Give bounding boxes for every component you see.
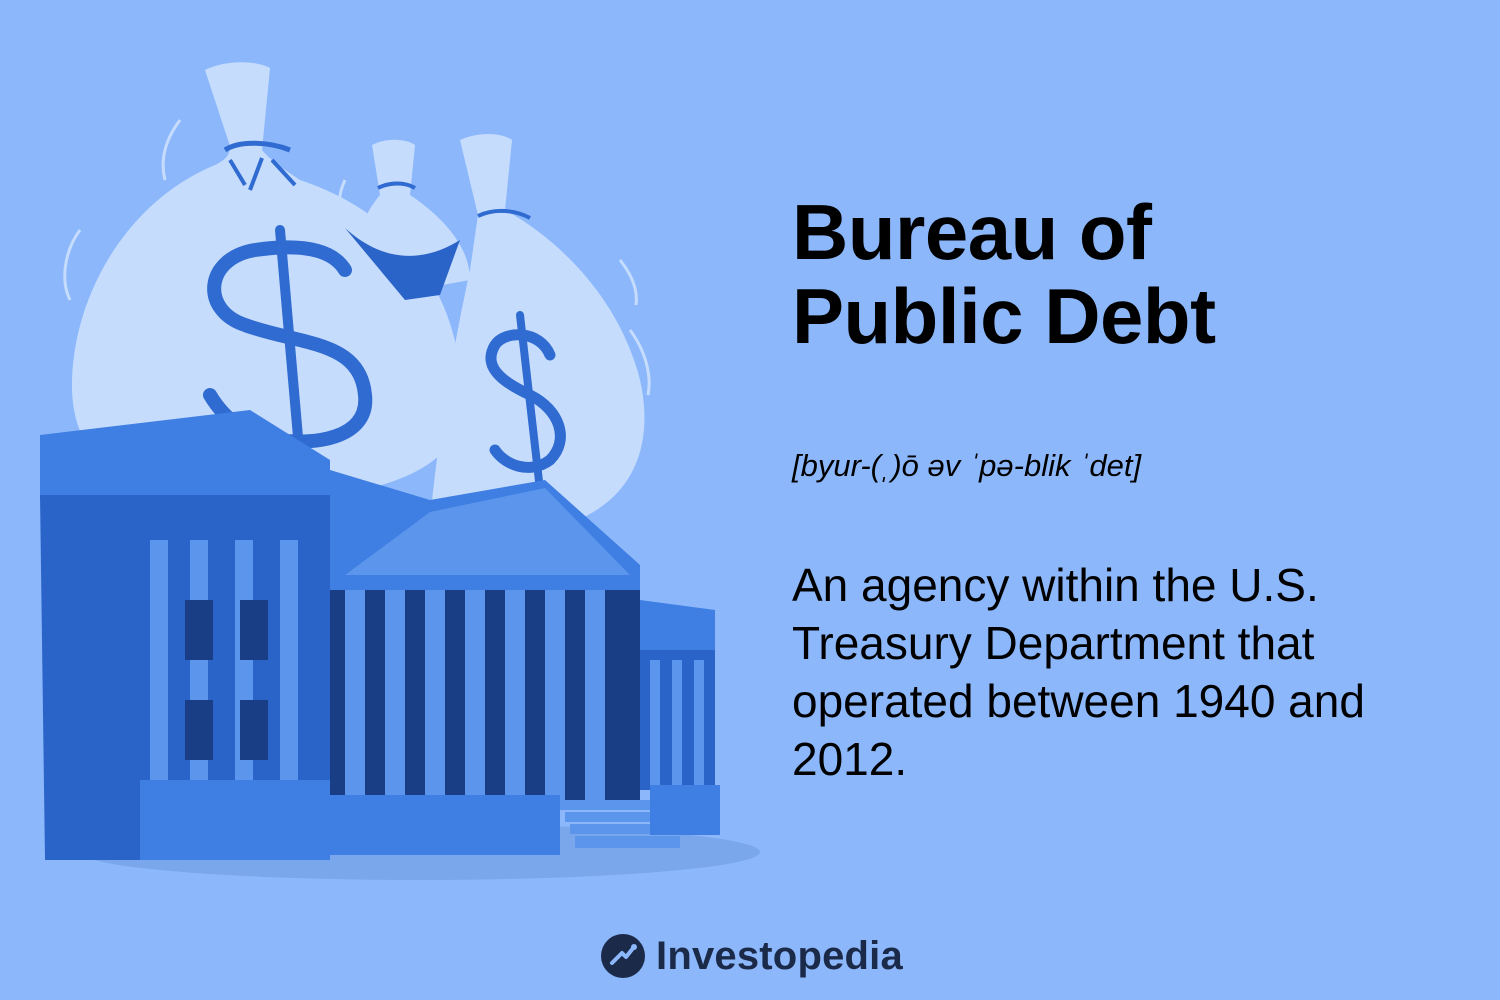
treasury-building-icon: [40, 410, 720, 860]
money-bag-icon: [63, 62, 462, 500]
title-line-2: Public Debt: [792, 272, 1216, 360]
illustration: [40, 62, 760, 880]
money-bag-icon: [430, 134, 651, 530]
page-title: Bureau of Public Debt: [792, 190, 1472, 358]
brand-logo: Investopedia: [600, 926, 903, 986]
investopedia-logo-icon: [601, 934, 645, 978]
pronunciation: [byur-(ˌ)ō əv ˈpə-blik ˈdet]: [792, 448, 1142, 483]
dollar-sign-icon: [485, 311, 566, 494]
definition: An agency within the U.S. Treasury Depar…: [792, 559, 1365, 785]
money-bag-icon: [338, 139, 470, 300]
brand-name: Investopedia: [656, 933, 903, 978]
title-line-1: Bureau of: [792, 188, 1152, 276]
